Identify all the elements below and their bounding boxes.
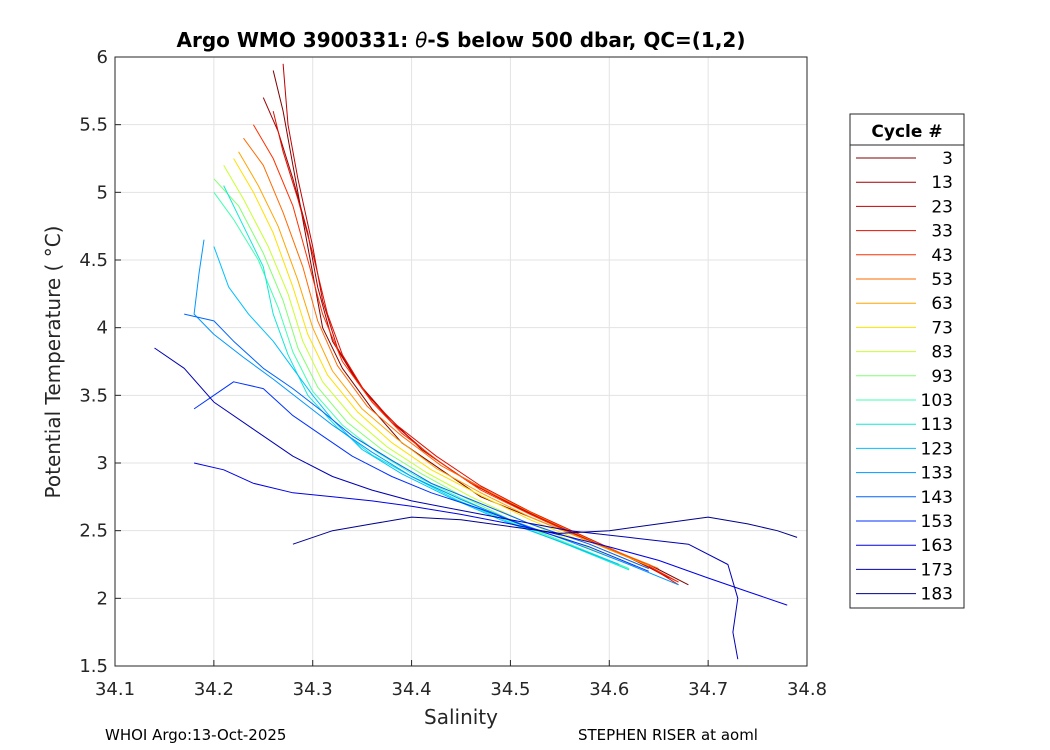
- legend-label-cycle-163: 163: [921, 536, 953, 556]
- y-tick-label: 3.5: [79, 385, 108, 406]
- x-tick-label: 34.3: [293, 679, 333, 700]
- legend-label-cycle-13: 13: [931, 173, 953, 193]
- series-line-cycle-63: [238, 151, 649, 567]
- legend-label-cycle-143: 143: [921, 488, 953, 508]
- plot-background: [115, 57, 807, 666]
- series-layer: [154, 63, 798, 660]
- x-tick-label: 34.8: [787, 679, 827, 700]
- y-tick-label: 2.5: [79, 521, 108, 542]
- legend-label-cycle-123: 123: [921, 439, 953, 459]
- y-axis-label: Potential Temperature ( °C): [41, 226, 65, 499]
- legend-label-cycle-43: 43: [931, 246, 953, 266]
- x-tick-label: 34.4: [392, 679, 432, 700]
- legend-label-cycle-53: 53: [931, 270, 953, 290]
- y-tick-label: 3: [97, 453, 108, 474]
- x-tick-label: 34.1: [95, 679, 135, 700]
- x-axis-ticks: 34.1 34.2 34.3 34.4 34.5 34.6 34.7 34.8: [95, 660, 827, 700]
- y-tick-label: 5: [97, 182, 108, 203]
- legend-label-cycle-73: 73: [931, 318, 953, 338]
- legend-label-cycle-153: 153: [921, 512, 953, 532]
- chart-title-theta-symbol: θ: [415, 28, 427, 52]
- plot-frame: [114, 56, 808, 667]
- chart-title-suffix: -S below 500 dbar, QC=(1,2): [427, 28, 745, 52]
- series-line-cycle-73: [233, 158, 649, 570]
- series-line-cycle-33: [272, 110, 679, 586]
- footer-credit-left: WHOI Argo:13-Oct-2025: [105, 726, 287, 744]
- x-tick-label: 34.5: [490, 679, 530, 700]
- legend-label-cycle-23: 23: [931, 197, 953, 217]
- y-tick-label: 6: [97, 47, 108, 68]
- legend-label-cycle-113: 113: [921, 415, 953, 435]
- legend-box: [849, 113, 965, 609]
- chart-title-prefix: Argo WMO 3900331:: [177, 28, 416, 52]
- y-tick-label: 1.5: [79, 656, 108, 677]
- legend-label-cycle-173: 173: [921, 560, 953, 580]
- y-tick-label: 5.5: [79, 115, 108, 136]
- x-tick-label: 34.6: [589, 679, 629, 700]
- legend-label-cycle-83: 83: [931, 343, 953, 363]
- footer-credit-right: STEPHEN RISER at aoml: [578, 726, 758, 744]
- series-line-cycle-163: [193, 462, 788, 606]
- legend-title: Cycle #: [871, 122, 942, 142]
- series-line-cycle-53: [243, 137, 659, 570]
- legend: Cycle # 3 13 23 33 43 53 63 73 83 93 103 113 123 133 1…: [849, 113, 965, 609]
- legend-label-cycle-183: 183: [921, 585, 953, 605]
- legend-label-cycle-93: 93: [931, 367, 953, 387]
- chart-title: Argo WMO 3900331: θ-S below 500 dbar, QC…: [177, 28, 746, 52]
- legend-label-cycle-63: 63: [931, 294, 953, 314]
- x-axis-label: Salinity: [424, 705, 498, 729]
- series-line-cycle-173: [154, 347, 739, 660]
- x-tick-label: 34.2: [194, 679, 234, 700]
- series-line-cycle-113: [223, 185, 630, 571]
- legend-label-cycle-133: 133: [921, 464, 953, 484]
- legend-entries: 3 13 23 33 43 53 63 73 83 93 103 113 123 133 143 153 163…: [856, 149, 953, 605]
- x-tick-label: 34.7: [688, 679, 728, 700]
- legend-label-cycle-103: 103: [921, 391, 953, 411]
- y-tick-label: 4.5: [79, 250, 108, 271]
- y-tick-label: 2: [97, 588, 108, 609]
- series-line-cycle-183: [292, 516, 798, 545]
- y-tick-label: 4: [97, 318, 108, 339]
- plot-area: [114, 56, 808, 667]
- series-line-cycle-103: [213, 192, 630, 570]
- legend-label-cycle-3: 3: [942, 149, 953, 169]
- legend-label-cycle-33: 33: [931, 222, 953, 242]
- y-axis-ticks: 1.5 2 2.5 3 3.5 4 4.5 5 5.5 6: [79, 47, 121, 677]
